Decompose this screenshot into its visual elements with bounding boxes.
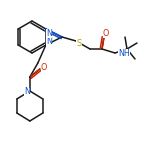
Text: NH: NH	[118, 49, 130, 57]
Text: N: N	[46, 29, 52, 37]
Text: O: O	[41, 64, 47, 72]
Text: O: O	[103, 29, 109, 37]
Text: N: N	[46, 36, 52, 46]
Text: N: N	[24, 88, 30, 96]
Text: S: S	[76, 38, 82, 48]
